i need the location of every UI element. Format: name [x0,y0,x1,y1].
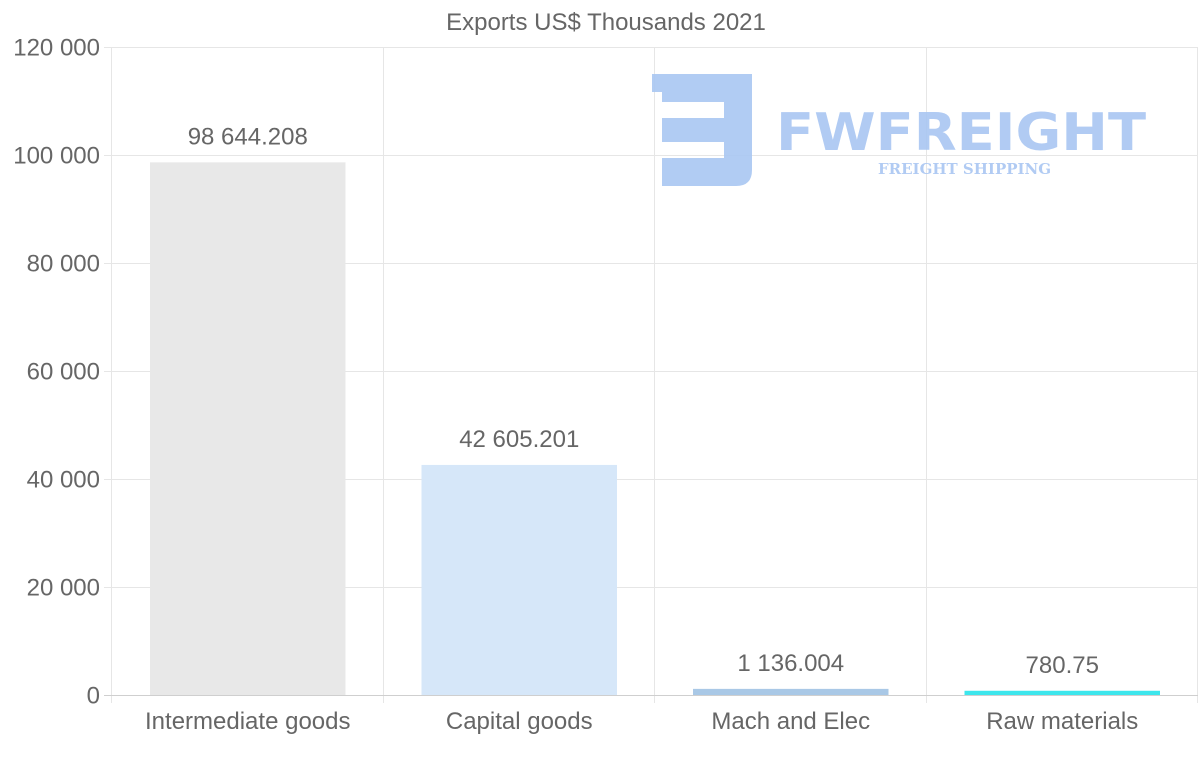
y-tick-label: 60 000 [27,359,100,386]
y-tick-label: 100 000 [13,143,100,170]
bars: 98 644.208 42 605.201 1 136.004 780.75 [150,123,1160,695]
x-category-label: Capital goods [446,708,593,735]
bar-data-label: 42 605.201 [459,426,579,453]
bar [150,162,346,695]
bar-data-label: 98 644.208 [188,123,308,150]
bar [964,690,1160,695]
x-category-label: Mach and Elec [711,708,870,735]
bar [421,464,617,695]
y-tick-label: 20 000 [27,575,100,602]
axes: 0 20 000 40 000 60 000 80 000 100 000 120 000 I… [13,35,1198,735]
bar-data-label: 780.75 [1026,652,1099,679]
watermark-brand: FWFREIGHT [776,103,1147,163]
x-category-label: Raw materials [986,708,1138,735]
x-category-label: Intermediate goods [145,708,350,735]
y-tick-label: 120 000 [13,35,100,62]
bar-data-label: 1 136.004 [737,650,844,677]
y-tick-label: 40 000 [27,467,100,494]
y-tick-label: 0 [87,683,100,710]
y-tick-label: 80 000 [27,251,100,278]
fwfreight-logo-icon [652,74,752,186]
bar [693,688,889,695]
watermark-tagline: FREIGHT SHIPPING [878,160,1051,178]
chart-title: Exports US$ Thousands 2021 [446,9,766,36]
fwfreight-watermark: FWFREIGHT FREIGHT SHIPPING [652,74,1147,186]
